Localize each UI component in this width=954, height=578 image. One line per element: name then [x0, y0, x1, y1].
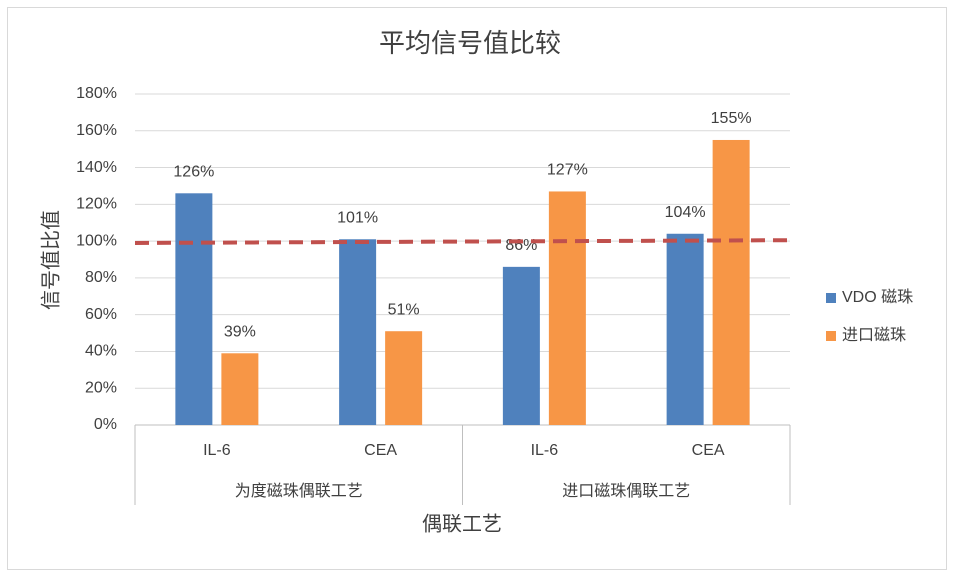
legend-swatch [826, 293, 836, 303]
data-label: 39% [224, 324, 256, 341]
legend-label: VDO 磁珠 [842, 288, 913, 306]
y-tick-label: 120% [76, 196, 117, 213]
legend-swatch [826, 331, 836, 341]
data-label: 127% [547, 162, 588, 179]
y-axis-title: 信号值比值 [39, 210, 62, 310]
bar [712, 139, 750, 425]
x-tick-label: IL-6 [531, 442, 559, 459]
y-tick-label: 160% [76, 122, 117, 139]
y-tick-label: 140% [76, 159, 117, 176]
bar [548, 191, 586, 425]
data-label: 126% [173, 164, 214, 181]
data-label: 104% [665, 204, 706, 221]
x-tick-label: IL-6 [203, 442, 231, 459]
group-label: 为度磁珠偶联工艺 [235, 482, 363, 500]
bar [175, 193, 213, 425]
legend-label: 进口磁珠 [842, 326, 906, 344]
y-tick-label: 100% [76, 232, 117, 249]
y-tick-label: 20% [85, 379, 117, 396]
y-tick-label: 0% [94, 416, 117, 433]
x-tick-label: CEA [364, 442, 397, 459]
y-tick-label: 60% [85, 306, 117, 323]
bar [502, 266, 540, 425]
group-label: 进口磁珠偶联工艺 [562, 482, 690, 500]
data-label: 155% [711, 110, 752, 127]
bar [339, 239, 377, 425]
data-label: 101% [337, 209, 378, 226]
x-tick-label: CEA [692, 442, 725, 459]
x-axis-title: 偶联工艺 [422, 512, 502, 535]
y-tick-label: 40% [85, 343, 117, 360]
bar [666, 233, 704, 425]
chart-title: 平均信号值比较 [379, 28, 561, 58]
y-tick-label: 180% [76, 85, 117, 102]
chart-border [7, 7, 947, 570]
data-label: 51% [388, 301, 420, 318]
y-tick-label: 80% [85, 269, 117, 286]
bar [221, 353, 259, 425]
bar [385, 331, 423, 425]
